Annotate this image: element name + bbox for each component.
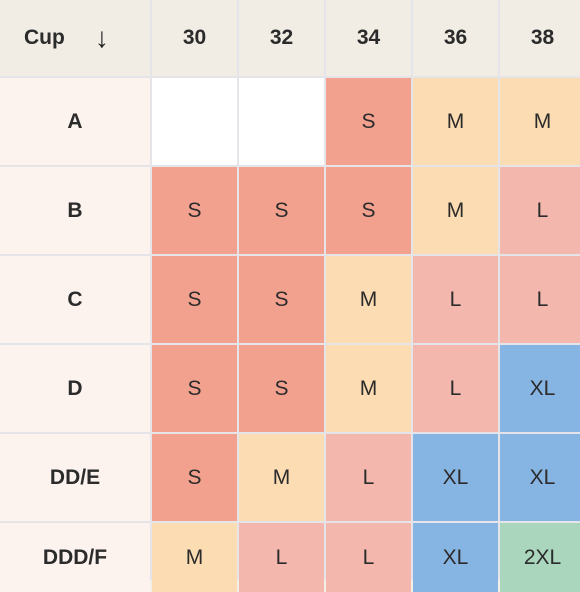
size-cell: S xyxy=(152,167,237,254)
size-cell: M xyxy=(413,78,498,165)
size-cell: L xyxy=(413,345,498,432)
size-cell: L xyxy=(500,256,580,343)
size-cell: XL xyxy=(500,434,580,521)
size-cell: L xyxy=(413,256,498,343)
size-cell: S xyxy=(326,78,411,165)
size-cell: M xyxy=(326,256,411,343)
size-cell: 2XL xyxy=(500,523,580,592)
band-header-32: 32 xyxy=(239,0,324,76)
band-header-36: 36 xyxy=(413,0,498,76)
size-cell: L xyxy=(326,434,411,521)
size-cell: M xyxy=(239,434,324,521)
cup-column-header[interactable]: Cup ↓ xyxy=(0,0,150,76)
cup-label-dd-e: DD/E xyxy=(0,434,150,521)
cup-label-ddd-f: DDD/F xyxy=(0,523,150,592)
band-header-30: 30 xyxy=(152,0,237,76)
band-header-38: 38 xyxy=(500,0,580,76)
size-cell: S xyxy=(152,256,237,343)
size-cell: XL xyxy=(413,434,498,521)
size-cell xyxy=(239,78,324,165)
size-cell: M xyxy=(326,345,411,432)
size-cell: S xyxy=(239,345,324,432)
size-cell: S xyxy=(239,256,324,343)
size-cell: M xyxy=(152,523,237,592)
cup-label-a: A xyxy=(0,78,150,165)
cup-label-d: D xyxy=(0,345,150,432)
band-header-34: 34 xyxy=(326,0,411,76)
size-cell: S xyxy=(152,434,237,521)
size-cell: M xyxy=(500,78,580,165)
arrow-down-icon: ↓ xyxy=(94,22,109,53)
size-cell: M xyxy=(413,167,498,254)
size-cell: S xyxy=(326,167,411,254)
cup-label-c: C xyxy=(0,256,150,343)
size-cell: L xyxy=(239,523,324,592)
size-cell: S xyxy=(239,167,324,254)
size-cell: S xyxy=(152,345,237,432)
size-cell: XL xyxy=(413,523,498,592)
size-cell xyxy=(152,78,237,165)
cup-header-label: Cup xyxy=(24,26,65,49)
size-cell: L xyxy=(326,523,411,592)
size-cell: XL xyxy=(500,345,580,432)
cup-label-b: B xyxy=(0,167,150,254)
size-cell: L xyxy=(500,167,580,254)
